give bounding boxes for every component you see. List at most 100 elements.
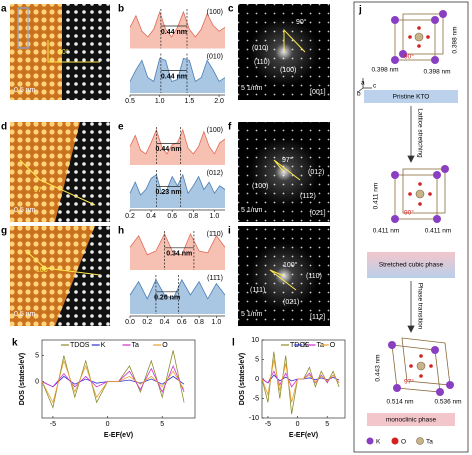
legend-label: O [162,342,168,349]
panel-label: b [118,4,124,15]
dos-line [261,359,340,403]
x-tick-label: 0.6 [177,319,187,326]
lattice-length: 0.398 nm [452,26,459,53]
axis-label: c [373,83,377,90]
phase-name: Stretched cubic phase [379,262,444,269]
zone-axis: [021] [310,210,326,217]
lattice-length: 0.443 nm [375,354,382,381]
phase-name: Pristine KTO [393,94,430,101]
series-label: (010) [207,53,223,60]
series-label: (1̄10) [207,231,223,238]
scale-bar: 0.5 nm [14,311,36,318]
legend-label: Ta [132,342,140,349]
series-label: (100) [207,127,223,134]
x-tick-label: 1.5 [185,98,195,105]
distance-label: 0.26 nm [154,295,180,302]
y-tick-label: 0 [35,378,39,385]
spot-label: (100) [252,183,268,190]
legend-label: K [376,439,381,446]
panel-j [353,1,469,453]
y-tick-label: 5 [255,356,259,363]
legend-label: Ta [426,439,433,446]
legend-label: K [303,342,308,349]
lattice-length: 0.411 nm [425,228,452,235]
profile-line [129,57,226,83]
lattice-length: 0.411 nm [373,228,400,235]
angle: 90° [296,18,307,26]
profile-area [130,129,225,165]
spot-label: (021) [283,299,299,306]
x-tick-label: 0.8 [188,213,198,220]
angle: 100° [36,266,51,274]
plot-frame [41,339,196,419]
series-label: (100) [207,9,223,16]
angle: 100° [283,261,298,269]
profile-line [129,173,226,196]
legend-label: O [401,439,406,446]
lattice-length: 0.398 nm [423,69,450,76]
x-tick-label: 2.0 [214,98,224,105]
step-label: Lattice stretching [416,108,423,158]
spot-label: (112) [300,193,316,200]
distance-label: 0.44 nm [155,146,181,153]
spot-label: (010) [252,45,268,52]
x-tick-label: 5 [160,421,164,428]
profile-line [129,232,226,256]
dos-line [41,350,185,409]
step-label: Phase transition [416,283,423,330]
x-tick-label: 0.2 [142,319,152,326]
panel-label: j [358,5,362,16]
y-tick-label: 0 [255,376,259,383]
x-tick-label: 0.6 [167,213,177,220]
panel-label: d [1,122,7,133]
lattice-length: 0.398 nm [371,67,398,74]
panel-label: c [228,4,234,15]
profile-line [129,10,226,38]
y-tick-label: 5 [35,352,39,359]
spot-label: (110) [306,273,322,280]
x-tick-label: 1.0 [210,213,220,220]
panel-label: f [228,122,232,133]
legend-label: K [101,342,106,349]
x-tick-label: 0.4 [146,213,156,220]
x-tick-label: -5 [50,421,56,428]
profile-line [129,278,226,300]
panel-label: l [232,338,235,349]
panel-label: e [118,122,124,133]
y-axis-label: DOS (states/eV) [19,353,26,406]
panel-label: g [1,226,7,237]
spot-label: (100) [280,67,296,74]
y-tick-label: -5 [253,395,259,402]
x-tick-label: 0.4 [160,319,170,326]
legend-label: Ta [317,342,325,349]
angle: 90° [404,53,414,61]
x-tick-label: -5 [265,421,271,428]
panel-label: h [118,226,124,237]
x-axis-label: E-EF(eV) [104,432,133,439]
x-tick-label: 0.8 [194,319,204,326]
legend-label: O [330,342,336,349]
distance-label: 0.23 nm [155,189,181,196]
distance-label: 0.34 nm [166,251,192,258]
x-tick-label: 0 [106,421,110,428]
fft-images [238,4,330,326]
scale-bar: 0.5 nm [14,87,36,94]
y-axis-label: DOS (states/eV) [239,353,246,406]
x-axis-label: E-EF(eV) [289,432,318,439]
angle: 97° [282,156,293,164]
series-label: (11̄1) [207,275,223,282]
scale-bar: 5 1/nm [241,207,263,214]
x-tick-label: 0.0 [125,319,135,326]
angle: 97° [34,186,45,194]
profile-area [130,58,225,93]
distance-label: 0.44 nm [161,29,187,36]
profile-area [130,174,225,208]
profile-area [130,279,225,314]
angle: 90° [58,48,69,56]
lattice-length: 0.411 nm [373,183,380,210]
zone-axis: [112] [310,314,325,321]
panel-label: k [12,338,18,349]
zone-axis: [001] [310,89,326,96]
angle: 97° [404,378,414,386]
x-tick-label: 5 [325,421,329,428]
